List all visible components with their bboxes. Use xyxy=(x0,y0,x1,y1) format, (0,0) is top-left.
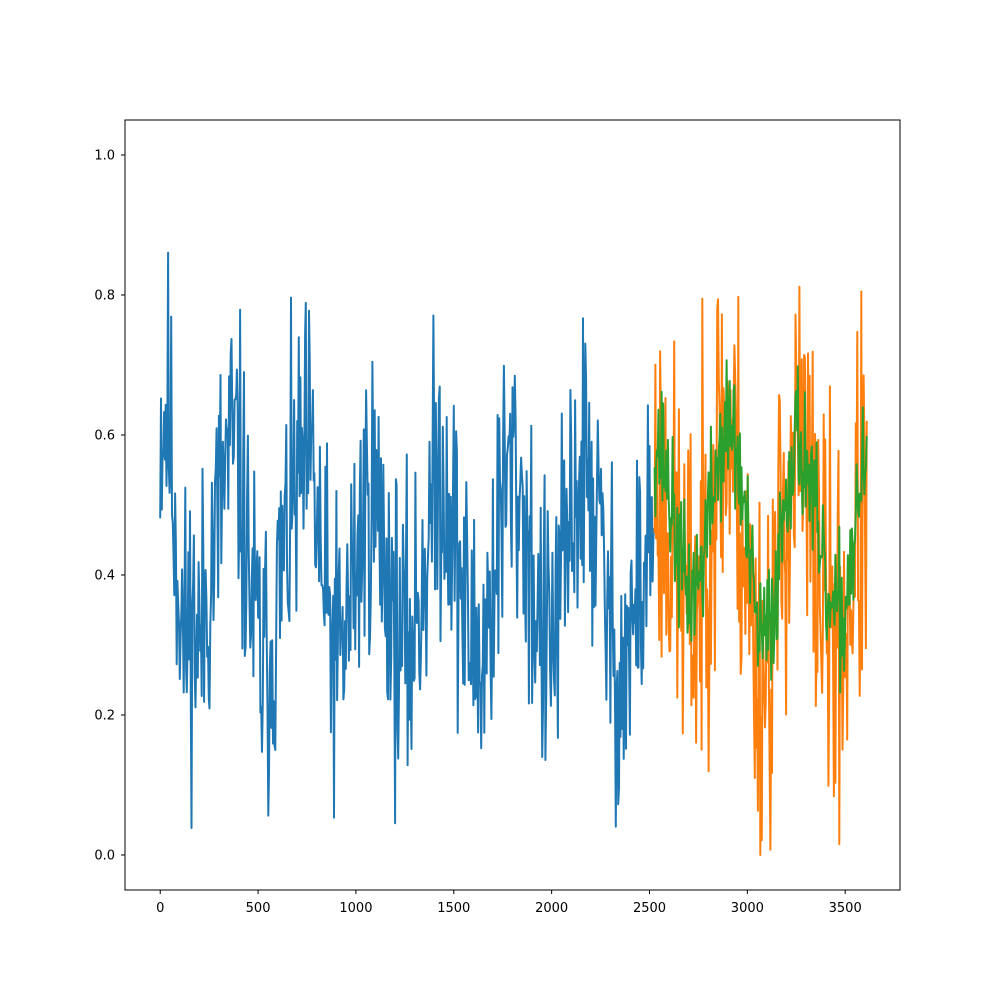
y-tick-label: 0.6 xyxy=(94,429,115,444)
x-tick-label: 2000 xyxy=(535,901,568,916)
y-axis: 0.0 0.2 0.4 0.6 0.8 1.0 xyxy=(94,149,125,864)
x-axis: 0 500 1000 1500 2000 2500 3000 3500 xyxy=(156,890,862,916)
x-tick-label: 0 xyxy=(156,901,164,916)
series-line-1 xyxy=(159,251,656,829)
y-tick-label: 0.8 xyxy=(94,289,115,304)
series-line-3 xyxy=(653,359,868,694)
y-tick-label: 0.0 xyxy=(94,849,115,864)
x-tick-label: 500 xyxy=(246,901,271,916)
x-tick-label: 3500 xyxy=(829,901,862,916)
series-layer xyxy=(159,251,868,856)
x-tick-label: 1000 xyxy=(339,901,372,916)
y-tick-label: 0.4 xyxy=(94,569,115,584)
plot-frame xyxy=(124,119,901,891)
x-tick-label: 2500 xyxy=(633,901,666,916)
y-tick-label: 0.2 xyxy=(94,709,115,724)
x-tick-label: 3000 xyxy=(731,901,764,916)
x-tick-label: 1500 xyxy=(437,901,470,916)
y-tick-label: 1.0 xyxy=(94,149,115,164)
